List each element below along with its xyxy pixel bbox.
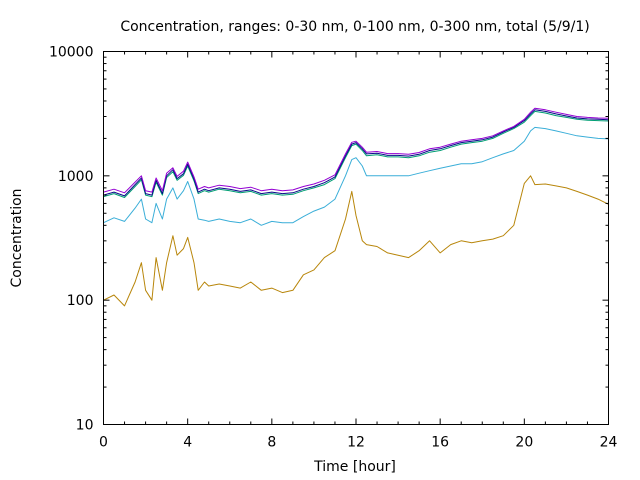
y-tick-label: 100 xyxy=(67,293,94,309)
series-line-3 xyxy=(103,110,609,198)
x-axis-label: Time [hour] xyxy=(313,459,396,475)
chart-title: Concentration, ranges: 0-30 nm, 0-100 nm… xyxy=(120,19,589,35)
series-line-5 xyxy=(103,107,609,194)
series-line-1 xyxy=(103,175,609,307)
y-axis-label: Concentration xyxy=(9,188,25,287)
series-line-2 xyxy=(103,126,609,226)
plot-frame xyxy=(103,51,609,425)
x-tick-label: 4 xyxy=(183,435,192,451)
ticks-layer: 0 4 8 12 16 20 24 10 100 1000 10000 xyxy=(49,45,618,451)
series-layer xyxy=(103,107,609,307)
x-tick-label: 20 xyxy=(515,435,533,451)
y-tick-label: 1000 xyxy=(58,169,94,185)
x-tick-label: 8 xyxy=(267,435,276,451)
y-tick-label: 10 xyxy=(76,418,94,434)
x-tick-label: 16 xyxy=(431,435,449,451)
x-tick-label: 12 xyxy=(347,435,365,451)
x-tick-label: 24 xyxy=(600,435,618,451)
y-tick-label: 10000 xyxy=(49,45,94,61)
x-tick-label: 0 xyxy=(99,435,108,451)
series-line-4 xyxy=(103,109,609,197)
